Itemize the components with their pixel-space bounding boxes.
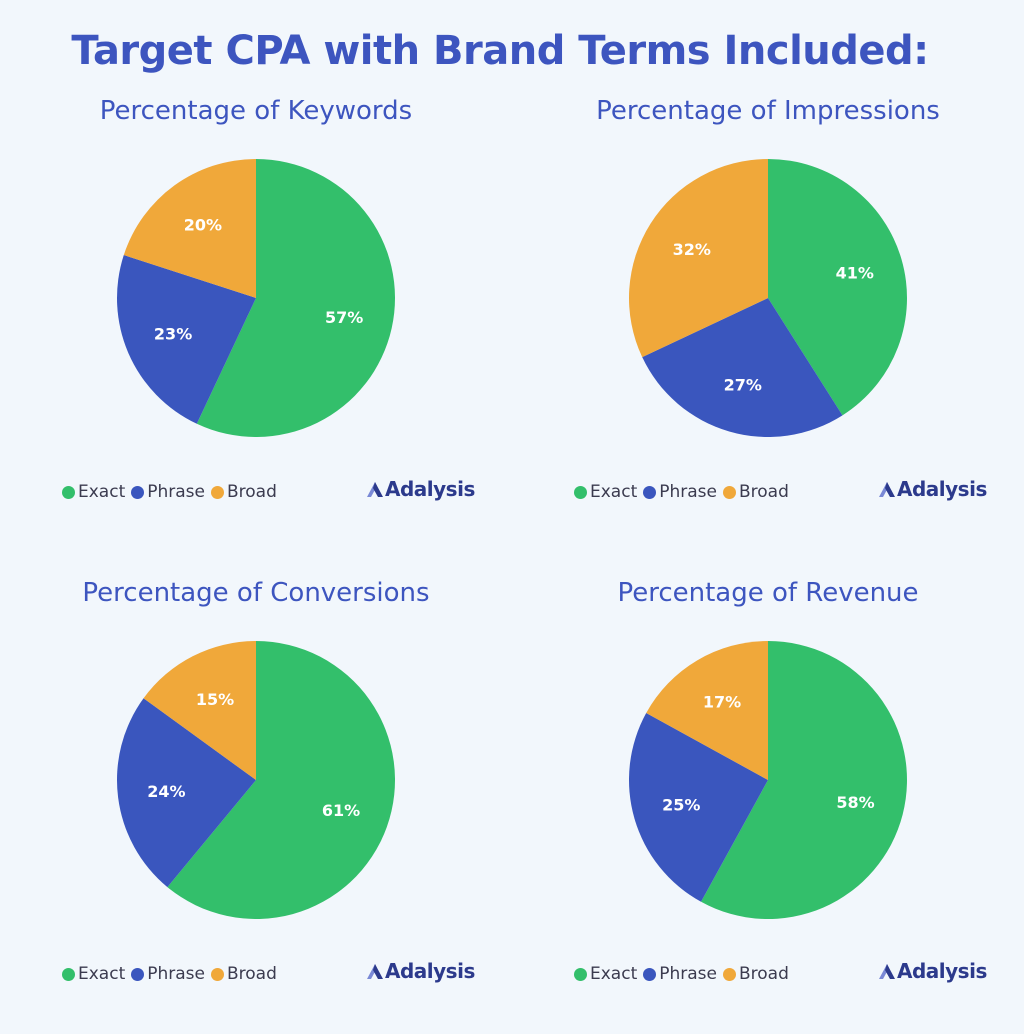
pie-slice-phrase xyxy=(117,698,256,888)
legend-item-broad: Broad xyxy=(210,964,277,984)
pie-slice-phrase xyxy=(642,298,843,437)
main-title: Target CPA with Brand Terms Included: xyxy=(71,28,929,74)
legend: Exact Phrase Broad xyxy=(574,481,795,503)
legend-label-phrase: Phrase xyxy=(659,482,717,502)
legend: Exact Phrase Broad xyxy=(62,481,283,503)
pie-slice-phrase xyxy=(629,713,768,902)
chart-panel-impressions: Percentage of Impressions 41% 27% 32% Exac… xyxy=(512,92,1024,552)
slice-label-phrase: 23% xyxy=(154,324,192,343)
legend-dot-phrase xyxy=(131,485,145,499)
adalysis-logo-icon xyxy=(367,482,383,497)
legend-label-broad: Broad xyxy=(738,482,789,502)
legend-item-broad: Broad xyxy=(210,482,277,502)
adalysis-logo-icon xyxy=(879,964,895,979)
slice-label-broad: 20% xyxy=(184,215,222,234)
legend-dot-phrase xyxy=(131,967,145,981)
legend-label-broad: Broad xyxy=(226,482,277,502)
logo-text: Adalysis xyxy=(897,477,987,501)
legend-item-exact: Exact xyxy=(574,482,637,502)
chart-panel-keywords: Percentage of Keywords 57% 23% 20% Exact P… xyxy=(0,92,512,552)
adalysis-logo: Adalysis xyxy=(366,477,475,501)
slice-label-phrase: 25% xyxy=(662,796,700,815)
legend: Exact Phrase Broad xyxy=(574,963,795,985)
legend-item-broad: Broad xyxy=(722,964,789,984)
chart-panel-revenue: Percentage of Revenue 58% 25% 17% Exact Ph… xyxy=(512,574,1024,1034)
legend-dot-exact xyxy=(574,967,587,981)
legend-dot-exact xyxy=(62,967,75,981)
slice-label-exact: 41% xyxy=(836,263,874,282)
legend-label-phrase: Phrase xyxy=(147,964,205,984)
slice-label-broad: 15% xyxy=(196,690,234,709)
legend-item-phrase: Phrase xyxy=(131,482,205,502)
pie-slice-broad xyxy=(646,641,768,780)
logo-text: Adalysis xyxy=(385,477,475,501)
pie-slice-exact xyxy=(701,641,907,919)
chart-title: Percentage of Keywords xyxy=(99,96,413,126)
legend-label-broad: Broad xyxy=(226,964,277,984)
slice-label-exact: 61% xyxy=(322,801,360,820)
legend-item-broad: Broad xyxy=(722,482,789,502)
slice-label-phrase: 27% xyxy=(724,375,762,394)
slice-label-broad: 32% xyxy=(673,240,711,259)
slice-label-exact: 58% xyxy=(836,793,874,812)
pie-slice-exact xyxy=(768,159,907,416)
legend-item-exact: Exact xyxy=(62,964,125,984)
pie-slice-exact xyxy=(196,159,395,438)
legend-label-exact: Exact xyxy=(590,482,638,502)
legend-label-broad: Broad xyxy=(738,964,789,984)
chart-panel-conversions: Percentage of Conversions 61% 24% 15% Exac… xyxy=(0,574,512,1034)
adalysis-logo: Adalysis xyxy=(366,959,475,983)
legend-label-phrase: Phrase xyxy=(659,964,717,984)
legend-item-phrase: Phrase xyxy=(131,964,205,984)
legend-dot-broad xyxy=(210,967,224,981)
logo-text: Adalysis xyxy=(897,959,987,983)
legend-dot-phrase xyxy=(643,485,657,499)
pie-chart: 57% 23% 20% xyxy=(117,159,395,438)
legend-dot-exact xyxy=(62,485,75,499)
slice-label-phrase: 24% xyxy=(147,782,185,801)
legend-dot-broad xyxy=(210,485,224,499)
slice-label-exact: 57% xyxy=(325,308,363,327)
adalysis-logo: Adalysis xyxy=(878,959,987,983)
pie-slice-broad xyxy=(143,641,256,780)
legend-item-exact: Exact xyxy=(574,964,637,984)
legend: Exact Phrase Broad xyxy=(62,963,283,985)
pie-chart: 61% 24% 15% xyxy=(117,641,395,919)
slice-label-broad: 17% xyxy=(703,693,741,712)
legend-dot-phrase xyxy=(643,967,657,981)
logo-text: Adalysis xyxy=(385,959,475,983)
legend-item-exact: Exact xyxy=(62,482,125,502)
adalysis-logo: Adalysis xyxy=(878,477,987,501)
legend-dot-broad xyxy=(722,485,736,499)
adalysis-logo-icon xyxy=(367,964,383,979)
legend-dot-exact xyxy=(574,485,587,499)
pie-chart: 58% 25% 17% xyxy=(629,641,907,919)
legend-label-exact: Exact xyxy=(590,964,638,984)
adalysis-logo-icon xyxy=(879,482,895,497)
chart-title: Percentage of Revenue xyxy=(617,578,919,608)
pie-slice-phrase xyxy=(117,255,257,424)
pie-slice-broad xyxy=(629,159,768,358)
chart-title: Percentage of Impressions xyxy=(596,96,940,126)
pie-slice-broad xyxy=(123,159,256,298)
legend-item-phrase: Phrase xyxy=(643,964,717,984)
legend-item-phrase: Phrase xyxy=(643,482,717,502)
chart-title: Percentage of Conversions xyxy=(82,578,430,608)
legend-dot-broad xyxy=(722,967,736,981)
legend-label-exact: Exact xyxy=(78,482,126,502)
legend-label-phrase: Phrase xyxy=(147,482,205,502)
legend-label-exact: Exact xyxy=(78,964,126,984)
pie-chart: 41% 27% 32% xyxy=(629,159,907,437)
pie-slice-exact xyxy=(167,641,395,919)
